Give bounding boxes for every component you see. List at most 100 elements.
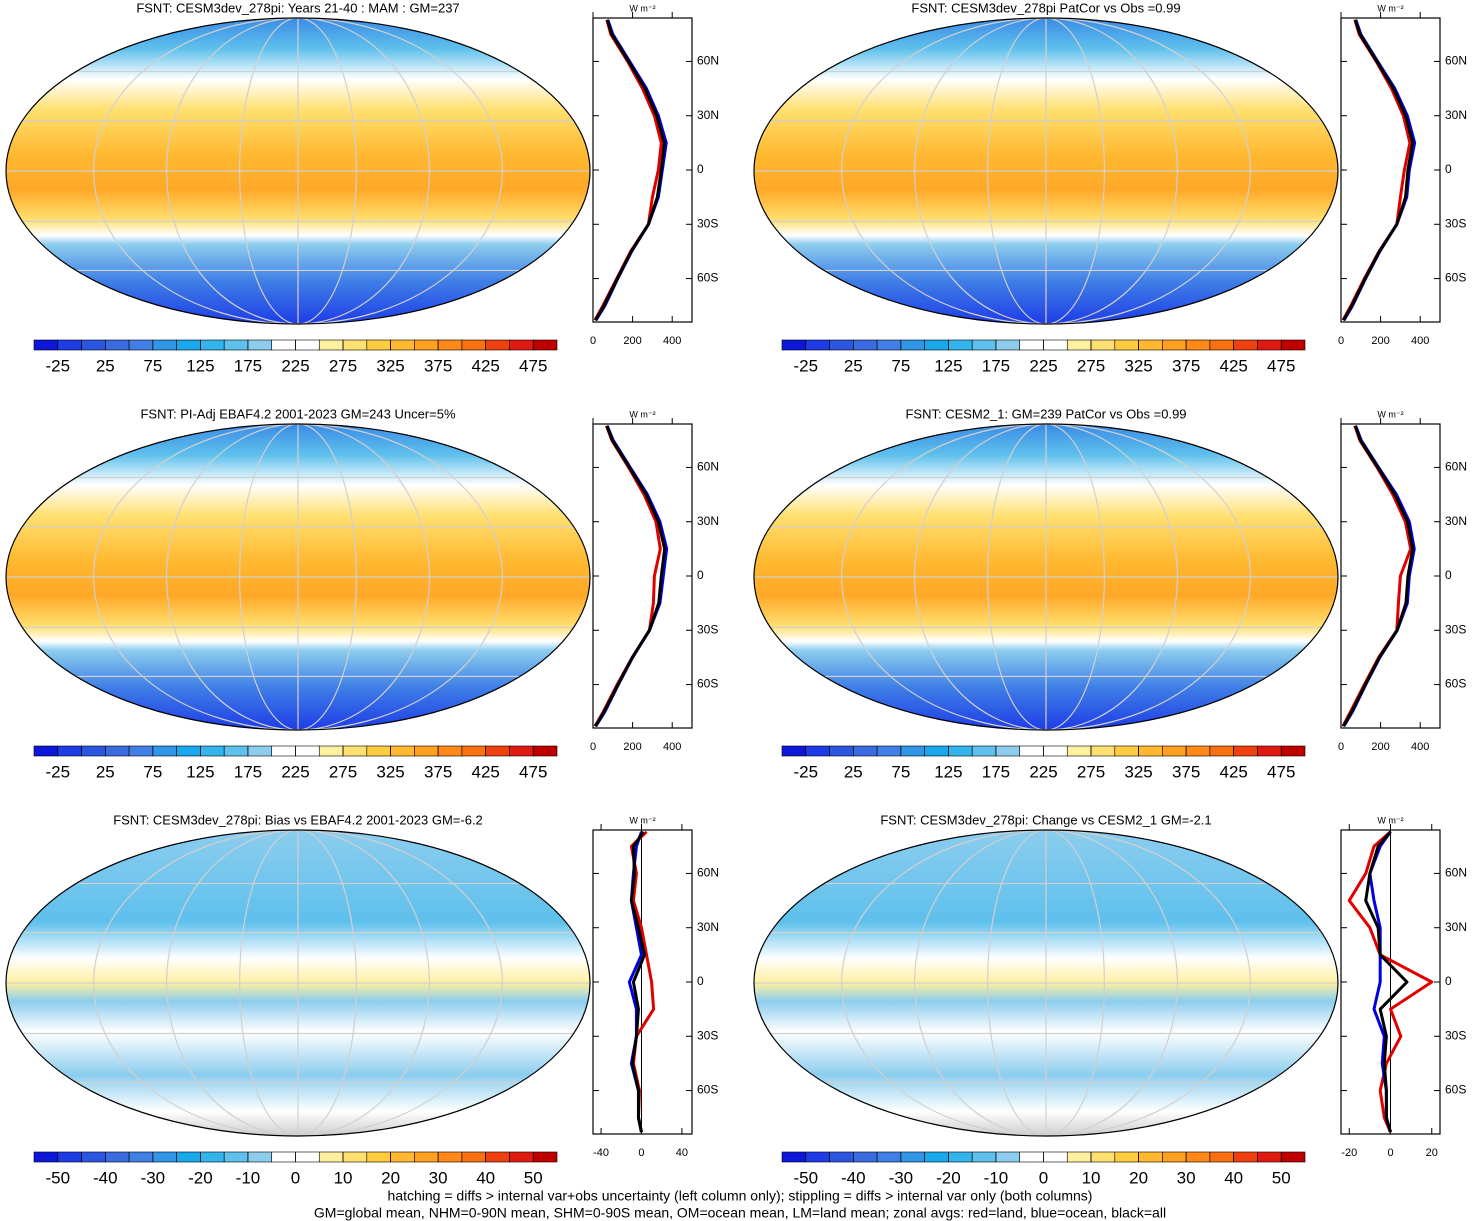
zonal-line xyxy=(593,19,663,321)
colorbar-label: 125 xyxy=(186,356,214,375)
y-tick-label: 30S xyxy=(697,216,718,230)
colorbar-label: 75 xyxy=(891,762,910,781)
colorbar-box xyxy=(805,745,830,757)
colorbar-box xyxy=(223,1151,249,1163)
colorbar-box xyxy=(152,339,177,351)
plot-frame xyxy=(592,423,693,729)
colorbar-box xyxy=(247,1151,273,1163)
colorbar-box xyxy=(318,745,344,757)
colorbar-label: 175 xyxy=(234,762,262,781)
units: W m⁻² xyxy=(1377,409,1403,419)
x-tick-label: 0 xyxy=(1387,1147,1393,1159)
colorbar-box xyxy=(1066,745,1092,757)
colorbar-label: 425 xyxy=(1219,356,1247,375)
colorbar-box xyxy=(948,745,973,757)
colorbar-box xyxy=(152,745,177,757)
colorbar-box xyxy=(461,745,486,757)
colorbar-box xyxy=(390,1151,415,1163)
colorbar-box xyxy=(1209,1151,1234,1163)
zonal-line xyxy=(1364,830,1409,1133)
plot-frame xyxy=(1340,17,1441,323)
colorbar-box xyxy=(437,1151,463,1163)
colorbar-box xyxy=(33,745,59,757)
zonal-line xyxy=(1341,19,1412,321)
colorbar-label: 25 xyxy=(844,356,863,375)
x-tick-label: 200 xyxy=(1371,741,1389,753)
colorbar-box xyxy=(223,339,249,351)
colorbar-box xyxy=(105,339,130,351)
y-tick-label: 60N xyxy=(1445,866,1467,880)
colorbar-box xyxy=(342,339,368,351)
colorbar-box xyxy=(414,339,439,351)
colorbar-box xyxy=(781,745,807,757)
colorbar-box xyxy=(1019,1151,1044,1163)
colorbar-box xyxy=(995,1151,1021,1163)
y-tick-label: 30S xyxy=(1445,1028,1466,1042)
colorbar-box xyxy=(805,1151,830,1163)
colorbar-label: 225 xyxy=(1029,762,1057,781)
y-tick-label: 60N xyxy=(697,866,719,880)
zonal-line xyxy=(1347,830,1434,1133)
y-tick-label: 0 xyxy=(697,974,704,988)
x-tick-label: 0 xyxy=(590,335,596,347)
colorbar-box xyxy=(900,745,925,757)
colorbar-box xyxy=(1185,1151,1211,1163)
colorbar-label: 40 xyxy=(1224,1168,1243,1187)
colorbar-box xyxy=(200,745,225,757)
colorbar-box xyxy=(271,1151,296,1163)
zonal-line xyxy=(1341,425,1413,727)
x-tick-label: 40 xyxy=(676,1147,688,1159)
colorbar-label: 275 xyxy=(329,356,357,375)
zonal-line xyxy=(1342,425,1415,727)
colorbar-box xyxy=(948,339,973,351)
colorbar-box xyxy=(1114,1151,1139,1163)
colorbar-box xyxy=(437,339,463,351)
colorbar-box xyxy=(1066,339,1092,351)
colorbar-box xyxy=(805,339,830,351)
y-tick-label: 0 xyxy=(1445,162,1452,176)
colorbar-label: -25 xyxy=(793,762,818,781)
y-tick-label: 60S xyxy=(1445,677,1466,691)
colorbar-box xyxy=(390,745,415,757)
colorbar-box xyxy=(829,339,854,351)
colorbar-box xyxy=(1090,1151,1116,1163)
colorbar-box xyxy=(1138,745,1163,757)
y-tick-label: 30N xyxy=(1445,920,1467,934)
x-tick-label: 0 xyxy=(1338,335,1344,347)
colorbar-box xyxy=(271,339,296,351)
colorbar-label: 175 xyxy=(982,762,1010,781)
colorbar-box xyxy=(485,745,510,757)
units: W m⁻² xyxy=(1377,815,1403,825)
colorbar-label: -25 xyxy=(45,356,70,375)
colorbar-box xyxy=(128,745,154,757)
colorbar-box xyxy=(924,339,949,351)
colorbar-box xyxy=(1162,1151,1187,1163)
colorbar-label: 0 xyxy=(1039,1168,1048,1187)
x-tick-label: 400 xyxy=(1411,335,1429,347)
colorbar-label: 30 xyxy=(1177,1168,1196,1187)
y-tick-label: 30S xyxy=(1445,216,1466,230)
colorbar-label: 475 xyxy=(519,356,547,375)
colorbar-box xyxy=(200,1151,225,1163)
colorbar-label: -10 xyxy=(236,1168,261,1187)
colorbar-box xyxy=(57,1151,82,1163)
colorbar-box xyxy=(342,1151,368,1163)
colorbar-box xyxy=(876,339,902,351)
colorbar-box xyxy=(1138,339,1163,351)
map-border xyxy=(753,829,1339,1137)
colorbar-box xyxy=(1280,1151,1306,1163)
map-title: FSNT: CESM3dev_278pi PatCor vs Obs =0.99 xyxy=(911,0,1180,15)
colorbar-box xyxy=(128,1151,154,1163)
colorbar-box xyxy=(342,745,368,757)
colorbar-label: 25 xyxy=(96,762,115,781)
colorbar-box xyxy=(318,1151,344,1163)
zonal-line xyxy=(594,425,667,727)
colorbar-box xyxy=(461,1151,486,1163)
colorbar-label: 75 xyxy=(143,762,162,781)
colorbar-box xyxy=(995,745,1021,757)
colorbar-box xyxy=(57,339,82,351)
y-tick-label: 0 xyxy=(697,568,704,582)
x-tick-label: 0 xyxy=(590,741,596,753)
colorbar-box xyxy=(971,1151,997,1163)
colorbar-label: 125 xyxy=(934,762,962,781)
